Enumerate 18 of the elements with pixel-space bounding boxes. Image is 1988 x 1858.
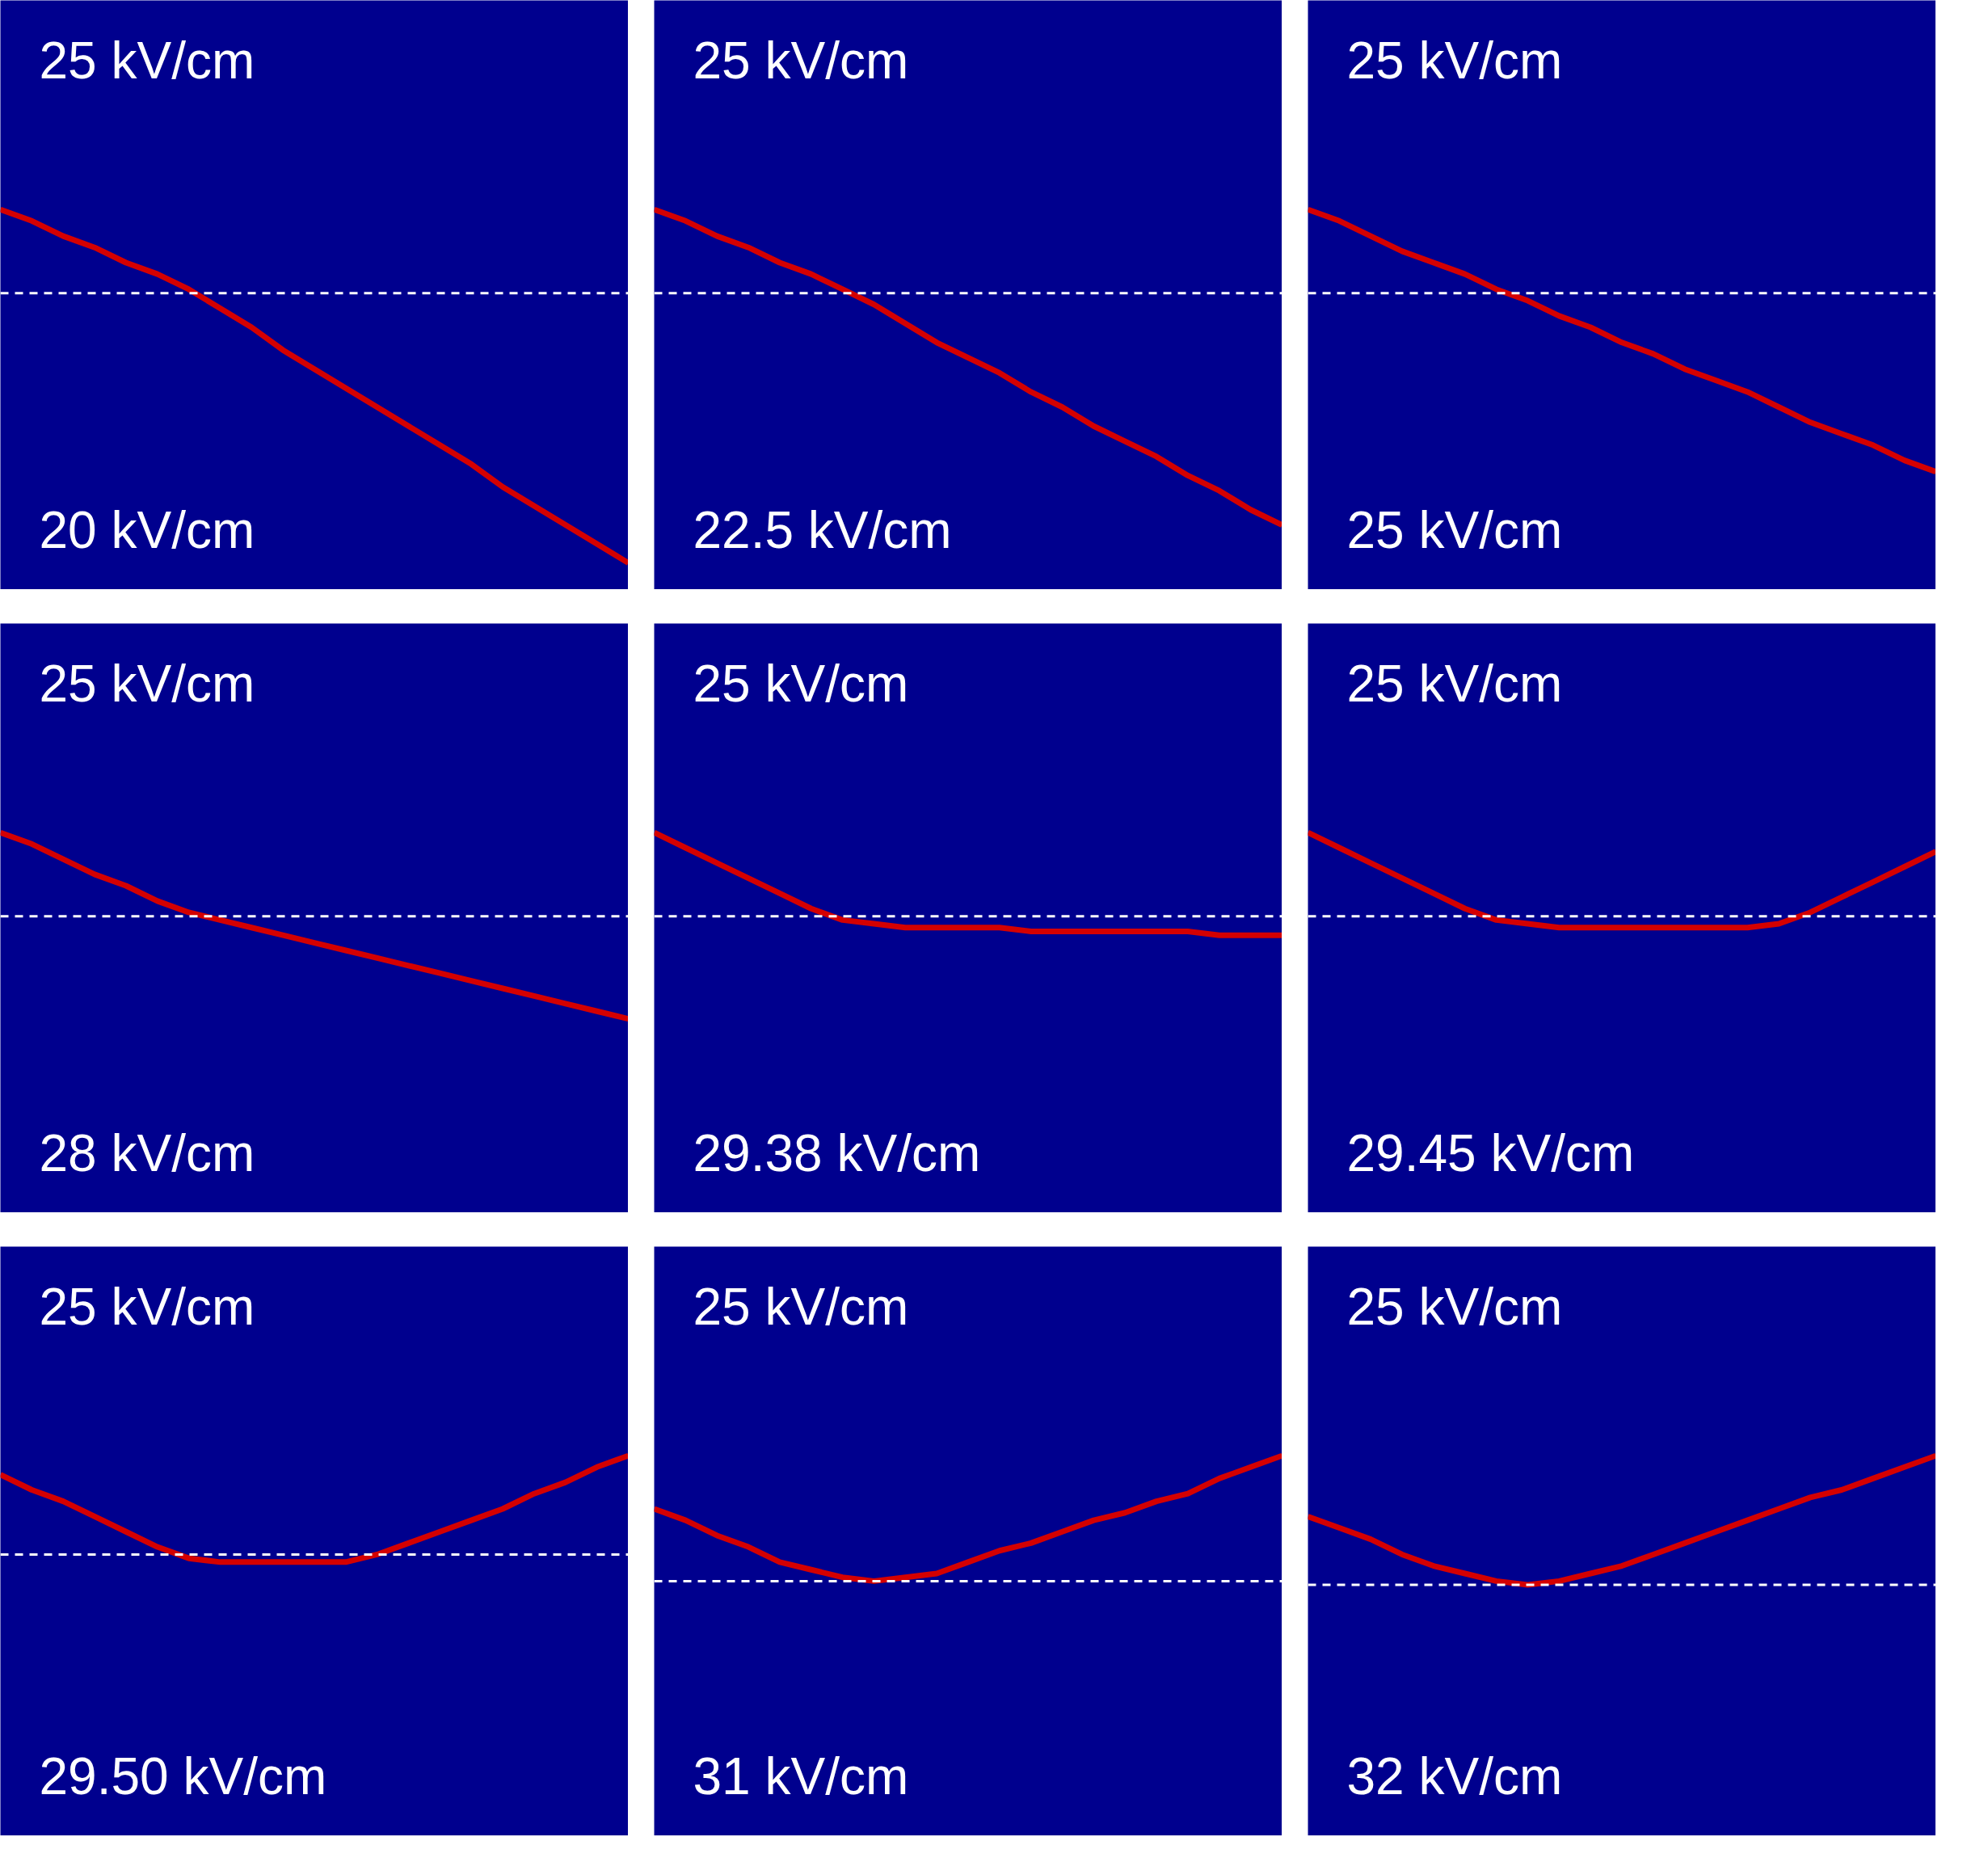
text: 25 kV/cm <box>1346 654 1563 713</box>
annotation: 25 kV/cm <box>1346 500 1563 559</box>
text: 25 kV/cm <box>39 654 255 713</box>
annotation: 29.45 kV/cm <box>1346 1123 1635 1182</box>
text: 25 kV/cm <box>693 31 909 90</box>
text: 25 kV/cm <box>1346 1277 1563 1336</box>
annotation: 28 kV/cm <box>39 1123 255 1182</box>
annotation: 31 kV/cm <box>693 1746 909 1805</box>
annotation: 22.5 kV/cm <box>693 500 952 559</box>
annotation: 29.50 kV/cm <box>39 1746 327 1805</box>
text: 25 kV/cm <box>693 654 909 713</box>
text: 25 kV/cm <box>693 1277 909 1336</box>
text: 25 kV/cm <box>39 31 255 90</box>
annotation: 32 kV/cm <box>1346 1746 1563 1805</box>
text: 25 kV/cm <box>1346 31 1563 90</box>
annotation: 20 kV/cm <box>39 500 255 559</box>
text: 25 kV/cm <box>39 1277 255 1336</box>
annotation: 29.38 kV/cm <box>693 1123 981 1182</box>
